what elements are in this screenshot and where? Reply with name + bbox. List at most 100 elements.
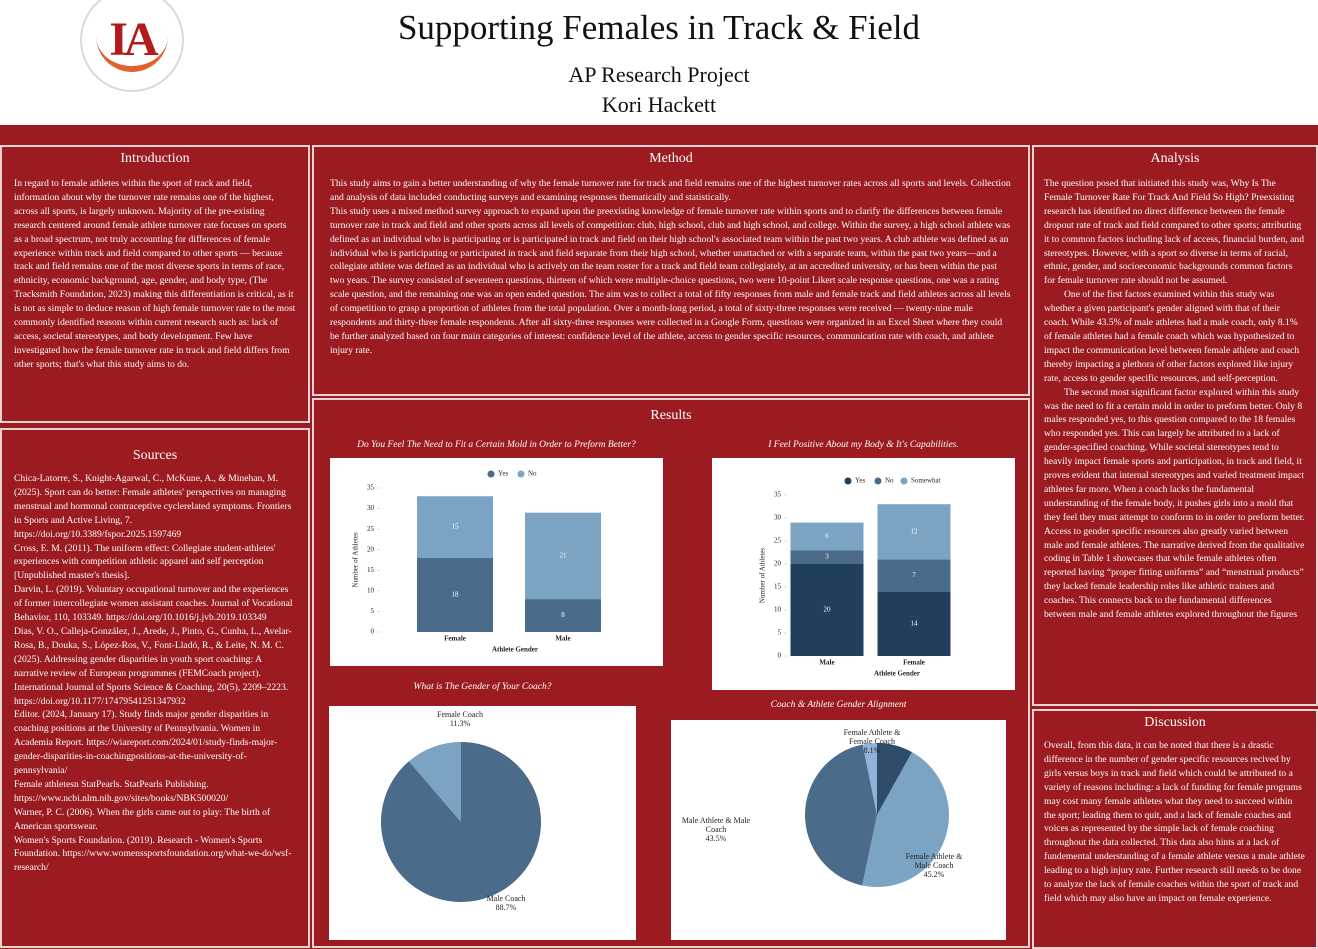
slice-category: Male Coach: [486, 894, 526, 903]
slice-value: 88.7%: [495, 903, 517, 912]
y-tick-label: 0: [778, 652, 782, 660]
slice-category: Female Athlete & Female Coach: [843, 728, 901, 746]
slice-label: Female Coach 11.3%: [415, 710, 505, 728]
chart: 0 5 10 15 20 25 30 35 Number of Athletes Athlete …: [712, 458, 1015, 690]
legend-label: Yes: [855, 477, 865, 485]
data-label: 6: [825, 532, 829, 540]
paragraph: This study uses a mixed method survey ap…: [330, 205, 1011, 356]
title: Supporting Females in Track & Field: [397, 8, 921, 47]
bar-segment: [790, 522, 864, 551]
chart-plot: 0 5 10 15 20 25 30 35 Number of Athletes Athlete …: [759, 477, 951, 678]
paragraph: Overall, from this data, it can be noted…: [1044, 740, 1305, 904]
y-tick-label: 20: [367, 545, 375, 553]
legend-label: No: [528, 470, 537, 478]
paragraph: Access to gender specific resources also…: [1044, 525, 1305, 621]
y-tick-label: 35: [367, 484, 375, 492]
pie-slice: [381, 742, 541, 902]
data-label: 12: [911, 527, 919, 535]
legend-swatch: [900, 477, 908, 485]
legend-swatch: [517, 470, 525, 478]
chart: Female Coach 11.3% Male Coach 88.7%: [329, 706, 636, 940]
chart-plot: [805, 743, 949, 887]
legend-swatch: [874, 477, 882, 485]
y-tick-label: 25: [774, 537, 782, 545]
x-axis-label: Athlete Gender: [874, 670, 920, 678]
legend-label: Somewhat: [911, 477, 941, 485]
chart-title: Do You Feel The Need to Fit a Certain Mo…: [357, 440, 636, 450]
chart-title: Coach & Athlete Gender Alignment: [770, 700, 907, 710]
paragraph: In regard to female athletes within the …: [14, 178, 296, 370]
y-tick-label: 10: [367, 586, 375, 594]
header: IA Supporting Females in Track & Field A…: [0, 0, 1318, 125]
y-tick-label: 20: [774, 560, 782, 568]
method-panel: Method This study aims to gain a better …: [312, 145, 1030, 396]
discussion-panel: Discussion Overall, from this data, it c…: [1032, 709, 1318, 949]
bar-segment: [877, 559, 951, 592]
y-tick-label: 0: [371, 628, 375, 636]
data-label: 20: [824, 606, 832, 614]
section-heading: Method: [649, 151, 693, 166]
pie-slice: [877, 743, 913, 815]
section-heading: Introduction: [120, 151, 190, 166]
chart-plot: [381, 742, 541, 902]
slice-label: Female Athlete & Male Coach 45.2%: [899, 852, 969, 879]
source-list: Chica-Latorre, S., Knight-Agarwal, C., M…: [2, 472, 308, 875]
chart: 0 5 10 15 20 25 30 35 Number of Athletes Athlete …: [330, 458, 663, 666]
bar-segment: [525, 599, 601, 632]
sources-panel: Sources Chica-Latorre, S., Knight-Agarwa…: [0, 428, 310, 948]
pie-slice: [408, 742, 461, 822]
source: Darvin, L. (2019). Voluntary occupationa…: [14, 584, 293, 624]
slice-value: 43.5%: [705, 834, 727, 843]
y-axis-label: Number of Athletes: [759, 548, 767, 603]
y-tick-label: 30: [367, 504, 375, 512]
data-label: 15: [452, 523, 460, 531]
data-label: 18: [452, 591, 460, 599]
y-tick-label: 15: [774, 583, 782, 591]
slice-value: 8.1%: [863, 746, 881, 755]
source: Warner, P. C. (2006). When the girls cam…: [14, 806, 271, 832]
bar-segment: [525, 512, 601, 600]
bar-segment: [417, 496, 493, 558]
bar-segment: [790, 564, 864, 656]
section-body: The question posed that initiated this s…: [1034, 177, 1316, 622]
y-tick-label: 15: [367, 566, 375, 574]
x-tick-label: Male: [555, 635, 570, 643]
legend-label: Yes: [498, 470, 508, 478]
y-tick-label: 30: [774, 514, 782, 522]
pie-slice: [862, 743, 877, 815]
slice-label: Male Coach 88.7%: [461, 894, 551, 912]
paragraph: This study aims to gain a better underst…: [330, 178, 1011, 203]
data-label: 8: [561, 611, 565, 619]
x-axis-label: Athlete Gender: [492, 646, 538, 654]
slice-label: Female Athlete & Female Coach 8.1%: [837, 728, 907, 755]
y-tick-label: 35: [774, 491, 782, 499]
bar-segment: [417, 557, 493, 632]
section-body: In regard to female athletes within the …: [2, 177, 308, 372]
logo-text: IA: [109, 13, 158, 66]
author: Kori Hackett: [601, 92, 717, 117]
section-heading: Analysis: [1150, 151, 1200, 166]
source: Dias, V. O., Calleja-González, J., Arede…: [14, 625, 292, 707]
data-label: 3: [825, 553, 829, 561]
chart-title: What is The Gender of Your Coach?: [413, 682, 552, 692]
slice-category: Female Coach: [437, 710, 483, 719]
paragraph: One of the first factors examined within…: [1044, 289, 1300, 384]
data-label: 7: [912, 571, 916, 579]
source: Women's Sports Foundation. (2019). Resea…: [14, 834, 292, 874]
paragraph: The second most significant factor explo…: [1044, 386, 1305, 523]
y-axis-label: Number of Athletes: [352, 532, 360, 587]
bar-segment: [877, 504, 951, 560]
y-tick-label: 25: [367, 525, 375, 533]
slice-label: Male Athlete & Male Coach 43.5%: [681, 816, 751, 843]
paragraph: The question posed that initiated this s…: [1044, 178, 1305, 287]
subtitle: AP Research Project: [568, 62, 750, 87]
data-label: 21: [560, 551, 568, 559]
logo-wings: [96, 30, 168, 72]
bar-segment: [790, 550, 864, 564]
y-tick-label: 5: [778, 629, 782, 637]
slice-value: 45.2%: [923, 870, 945, 879]
chart: Female Athlete & Female Coach 8.1% Female …: [671, 720, 1006, 940]
introduction-panel: Introduction In regard to female athlete…: [0, 145, 310, 423]
data-label: 14: [911, 619, 919, 627]
